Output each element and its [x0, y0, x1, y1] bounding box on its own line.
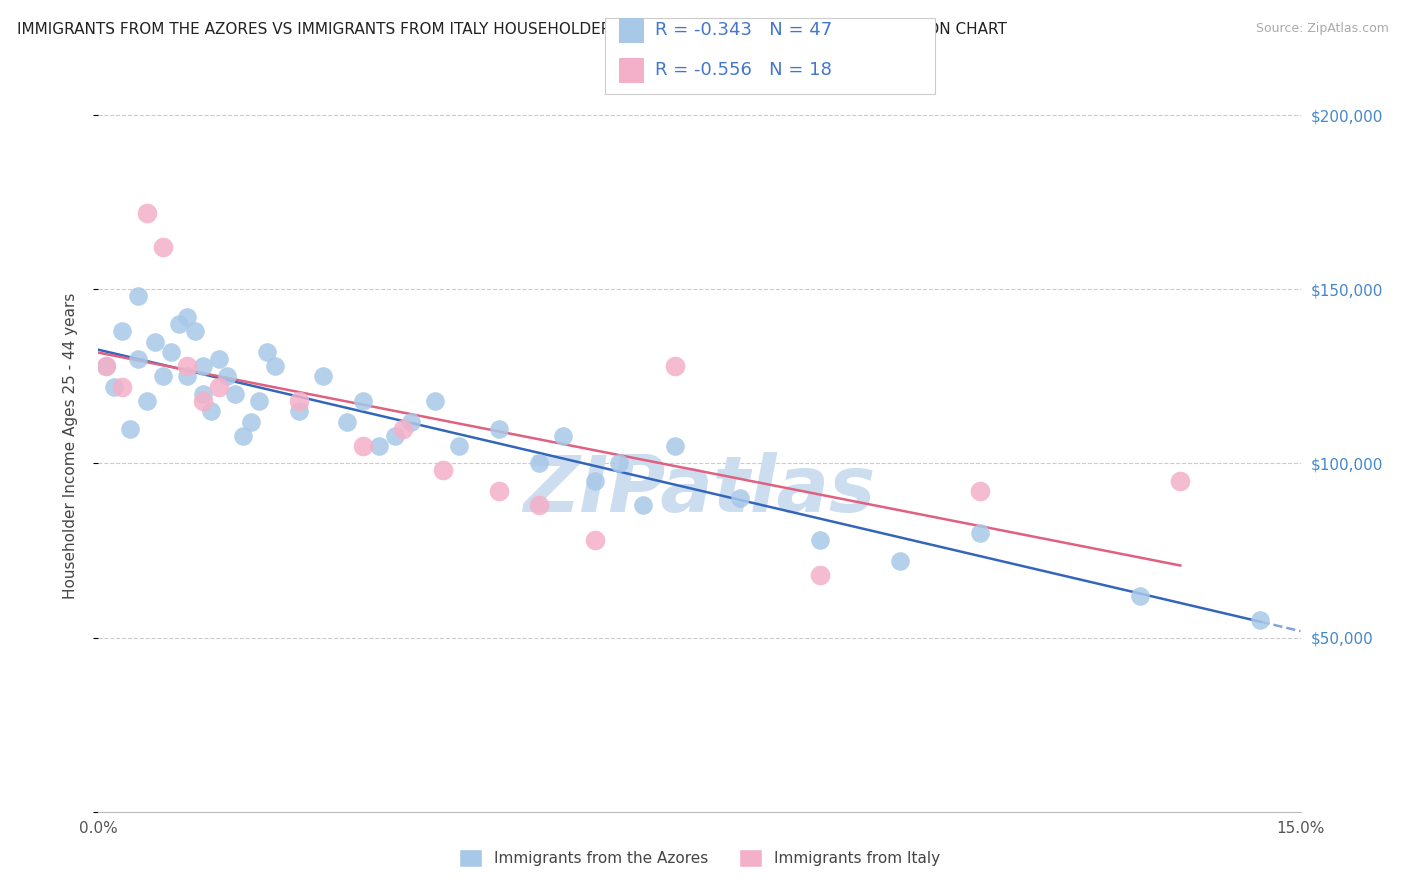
Point [808, 567, 831, 582]
Point [423, 393, 446, 408]
Y-axis label: Householder Income Ages 25 - 44 years: Householder Income Ages 25 - 44 years [63, 293, 77, 599]
Point [135, 205, 157, 219]
Point [633, 498, 655, 512]
Point [96, 359, 118, 373]
Point [143, 334, 166, 349]
Point [200, 404, 222, 418]
Point [609, 457, 631, 471]
Point [232, 428, 254, 442]
Point [183, 324, 205, 338]
Point [447, 439, 470, 453]
Legend: Immigrants from the Azores, Immigrants from Italy: Immigrants from the Azores, Immigrants f… [453, 843, 946, 873]
Point [1250, 613, 1272, 627]
Point [111, 380, 134, 394]
Point [583, 533, 606, 547]
Text: R = -0.343   N = 47: R = -0.343 N = 47 [655, 21, 832, 39]
Point [96, 359, 118, 373]
Point [553, 428, 575, 442]
Point [352, 439, 374, 453]
Point [392, 421, 415, 435]
Point [215, 369, 238, 384]
Point [152, 240, 174, 254]
Point [1170, 474, 1192, 488]
Point [135, 393, 157, 408]
Point [529, 498, 551, 512]
Point [288, 404, 311, 418]
Text: ZIPatlas: ZIPatlas [523, 452, 876, 528]
Text: Source: ZipAtlas.com: Source: ZipAtlas.com [1256, 22, 1389, 36]
Point [336, 415, 359, 429]
Point [969, 526, 991, 541]
Point [488, 484, 510, 499]
Point [128, 351, 150, 366]
Point [167, 317, 190, 331]
Point [529, 457, 551, 471]
Point [488, 421, 510, 435]
Point [352, 393, 374, 408]
Point [120, 421, 142, 435]
Point [288, 393, 311, 408]
Text: IMMIGRANTS FROM THE AZORES VS IMMIGRANTS FROM ITALY HOUSEHOLDER INCOME AGES 25 -: IMMIGRANTS FROM THE AZORES VS IMMIGRANTS… [17, 22, 1007, 37]
Point [664, 359, 686, 373]
Point [368, 439, 391, 453]
Point [176, 310, 198, 325]
Point [664, 439, 686, 453]
Point [263, 359, 285, 373]
Point [432, 463, 454, 477]
Point [128, 289, 150, 303]
Point [384, 428, 406, 442]
Point [312, 369, 335, 384]
Point [208, 351, 231, 366]
Point [256, 345, 278, 359]
Point [208, 380, 231, 394]
Point [152, 369, 174, 384]
Point [808, 533, 831, 547]
Point [969, 484, 991, 499]
Point [239, 415, 262, 429]
Point [247, 393, 270, 408]
Point [176, 369, 198, 384]
Point [224, 386, 246, 401]
Point [728, 491, 751, 506]
Point [176, 359, 198, 373]
Point [191, 393, 214, 408]
Point [103, 380, 125, 394]
Point [1129, 589, 1152, 603]
Text: R = -0.556   N = 18: R = -0.556 N = 18 [655, 62, 832, 79]
Point [191, 359, 214, 373]
Point [583, 474, 606, 488]
Point [111, 324, 134, 338]
Point [889, 554, 911, 568]
Point [191, 386, 214, 401]
Point [159, 345, 181, 359]
Point [399, 415, 422, 429]
